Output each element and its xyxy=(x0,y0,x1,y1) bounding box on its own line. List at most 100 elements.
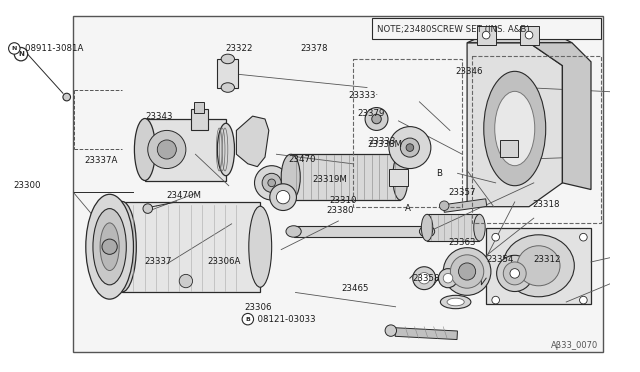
Ellipse shape xyxy=(510,269,520,278)
Ellipse shape xyxy=(218,123,234,176)
Circle shape xyxy=(179,275,193,288)
Circle shape xyxy=(580,233,587,241)
Bar xyxy=(218,59,238,87)
Ellipse shape xyxy=(108,202,136,292)
Circle shape xyxy=(401,138,419,157)
Ellipse shape xyxy=(413,267,436,290)
Circle shape xyxy=(143,204,152,214)
Ellipse shape xyxy=(438,269,458,288)
Bar xyxy=(427,214,479,241)
Ellipse shape xyxy=(444,273,452,283)
Text: N: N xyxy=(12,46,17,51)
Bar xyxy=(444,199,487,212)
Ellipse shape xyxy=(503,235,574,297)
Text: 23306A: 23306A xyxy=(208,257,241,266)
Ellipse shape xyxy=(86,194,134,299)
Ellipse shape xyxy=(451,255,484,288)
Ellipse shape xyxy=(484,71,546,186)
Circle shape xyxy=(148,131,186,169)
Text: 23380: 23380 xyxy=(326,206,353,215)
Ellipse shape xyxy=(249,206,271,287)
Circle shape xyxy=(440,201,449,211)
Circle shape xyxy=(270,184,296,211)
Text: Aβ33_0070: Aβ33_0070 xyxy=(552,341,598,350)
Bar xyxy=(294,226,427,237)
Circle shape xyxy=(63,93,70,101)
Ellipse shape xyxy=(419,272,430,284)
Text: 23333·: 23333· xyxy=(348,91,378,100)
Bar xyxy=(122,202,260,292)
Ellipse shape xyxy=(421,214,433,241)
Text: 23322: 23322 xyxy=(225,44,252,53)
Text: 23470M: 23470M xyxy=(167,191,202,200)
Text: B  08121-03033: B 08121-03033 xyxy=(246,315,316,324)
Ellipse shape xyxy=(393,154,408,200)
Circle shape xyxy=(483,31,490,39)
Bar xyxy=(353,59,462,207)
Ellipse shape xyxy=(495,92,535,166)
Ellipse shape xyxy=(134,119,156,180)
Ellipse shape xyxy=(474,214,485,241)
Bar xyxy=(389,169,408,186)
Ellipse shape xyxy=(497,255,533,292)
Bar xyxy=(477,26,495,45)
Bar xyxy=(145,119,226,181)
Text: 23337: 23337 xyxy=(144,257,172,266)
Polygon shape xyxy=(236,116,269,167)
Text: 23337A: 23337A xyxy=(84,157,117,166)
Bar xyxy=(74,16,604,352)
Text: 23379: 23379 xyxy=(358,109,385,118)
Circle shape xyxy=(14,48,28,61)
Text: 23346: 23346 xyxy=(456,67,483,76)
Circle shape xyxy=(102,239,117,254)
Text: NOTE;23480SCREW SET (INS. A&B): NOTE;23480SCREW SET (INS. A&B) xyxy=(376,25,529,34)
Text: 23300: 23300 xyxy=(13,181,41,190)
Circle shape xyxy=(242,314,253,325)
Circle shape xyxy=(385,325,397,336)
Text: 23312: 23312 xyxy=(534,254,561,264)
Circle shape xyxy=(372,114,381,124)
Bar xyxy=(472,56,600,223)
Text: N: N xyxy=(18,51,24,57)
Circle shape xyxy=(406,144,413,151)
Circle shape xyxy=(580,296,587,304)
Bar xyxy=(500,140,518,157)
Ellipse shape xyxy=(93,209,126,285)
Text: 23378: 23378 xyxy=(300,44,328,53)
Bar xyxy=(395,328,458,340)
Ellipse shape xyxy=(440,295,471,309)
Text: 23338M: 23338M xyxy=(367,140,402,149)
Text: B: B xyxy=(245,317,250,322)
Ellipse shape xyxy=(100,223,119,270)
Circle shape xyxy=(276,190,290,204)
Polygon shape xyxy=(529,43,591,189)
Ellipse shape xyxy=(444,248,491,295)
Text: 23333: 23333 xyxy=(368,137,396,146)
Text: 23318: 23318 xyxy=(532,200,559,209)
Ellipse shape xyxy=(458,263,476,280)
Bar xyxy=(291,154,401,200)
Polygon shape xyxy=(467,43,563,207)
Circle shape xyxy=(492,296,499,304)
Text: 23343: 23343 xyxy=(145,112,172,121)
Ellipse shape xyxy=(221,54,234,64)
Circle shape xyxy=(157,140,177,159)
Ellipse shape xyxy=(286,226,301,237)
Ellipse shape xyxy=(221,83,234,92)
Text: 23354: 23354 xyxy=(486,254,514,264)
Text: 23319M: 23319M xyxy=(313,176,348,185)
Ellipse shape xyxy=(281,154,300,200)
Circle shape xyxy=(492,233,499,241)
Text: A: A xyxy=(405,204,411,213)
Ellipse shape xyxy=(503,262,526,285)
Text: 23465: 23465 xyxy=(341,284,369,293)
Text: N  08911-3081A: N 08911-3081A xyxy=(13,44,84,53)
Circle shape xyxy=(8,43,20,54)
Text: 23470: 23470 xyxy=(288,154,316,164)
Circle shape xyxy=(389,126,431,169)
Ellipse shape xyxy=(447,298,464,306)
Bar xyxy=(191,109,208,131)
Text: B: B xyxy=(436,169,443,178)
Polygon shape xyxy=(467,26,572,43)
Circle shape xyxy=(365,108,388,131)
